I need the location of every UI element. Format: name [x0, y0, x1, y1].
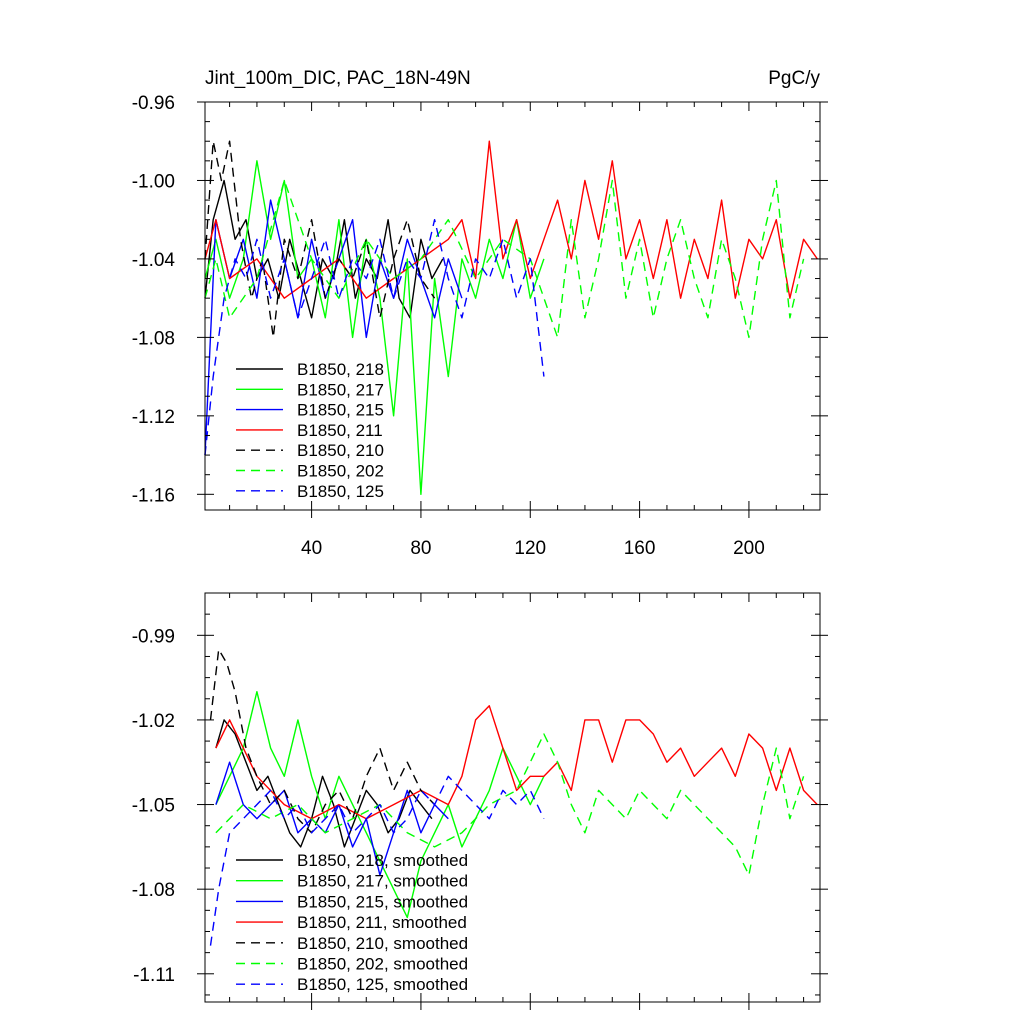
- y-tick-label: -0.96: [132, 93, 175, 114]
- series-line-1: [215, 691, 545, 919]
- panel-bottom: -0.99 -1.02 -1.05 -1.08 -1.11 B1850, 218, sm…: [132, 592, 828, 1010]
- plot-frame: [204, 592, 821, 1003]
- legend-label: B1850, 218: [297, 360, 384, 379]
- x-tick-label: 160: [624, 538, 656, 559]
- panel-top: Jint_100m_DIC, PAC_18N-49N PgC/y 40 80 120…: [132, 68, 828, 559]
- series-line-5: [204, 179, 805, 339]
- legend-label: B1850, 210: [297, 441, 384, 460]
- x-tick-label: 40: [301, 538, 322, 559]
- legend-label: B1850, 210, smoothed: [297, 934, 468, 953]
- legend-label: B1850, 202, smoothed: [297, 955, 468, 974]
- legend-label: B1850, 215, smoothed: [297, 892, 468, 911]
- y-tick-label: -1.08: [132, 328, 175, 349]
- y-tick-label: -1.00: [132, 171, 175, 192]
- legend-label: B1850, 211, smoothed: [297, 913, 467, 932]
- legend-label: B1850, 217, smoothed: [297, 872, 468, 891]
- x-tick-label: 80: [410, 538, 431, 559]
- y-tick-label: -1.16: [132, 485, 175, 506]
- legend-label: B1850, 125, smoothed: [297, 975, 468, 994]
- series-line-0: [204, 179, 444, 319]
- legend-label: B1850, 125: [297, 482, 384, 501]
- chart-title: Jint_100m_DIC, PAC_18N-49N: [205, 68, 471, 89]
- plot-frame: [204, 101, 821, 511]
- legend-label: B1850, 202: [297, 462, 384, 481]
- series-line-3: [204, 140, 818, 299]
- y-tick-label: -1.05: [132, 796, 175, 817]
- legend: B1850, 218, smoothed B1850, 217, smoothed…: [236, 851, 468, 994]
- y-tick-label: -1.08: [132, 880, 175, 901]
- series-line-0: [215, 719, 433, 848]
- series-line-4: [204, 140, 436, 339]
- series-line-6: [209, 775, 545, 946]
- units-label: PgC/y: [768, 68, 820, 89]
- y-tick-label: -0.99: [132, 626, 175, 647]
- legend-label: B1850, 215: [297, 401, 384, 420]
- series-layer: [209, 648, 818, 946]
- y-tick-label: -1.12: [132, 407, 175, 428]
- axes: 40 80 120 160 200 -0.96 -1.00 -1.04 -1.08 -1.12 -1…: [132, 93, 828, 559]
- series-layer: [204, 140, 818, 495]
- series-line-5: [215, 733, 805, 876]
- y-tick-label: -1.04: [132, 250, 176, 271]
- y-tick-label: -1.02: [132, 711, 175, 732]
- series-line-2: [204, 199, 463, 456]
- y-tick-label: -1.11: [133, 965, 175, 986]
- legend-label: B1850, 218, smoothed: [297, 851, 468, 870]
- series-line-2: [215, 761, 449, 876]
- x-tick-label: 120: [514, 538, 546, 559]
- legend-label: B1850, 211: [297, 421, 383, 440]
- legend-label: B1850, 217: [297, 380, 384, 399]
- axes: -0.99 -1.02 -1.05 -1.08 -1.11: [132, 592, 828, 1010]
- x-tick-label: 200: [733, 538, 765, 559]
- series-line-1: [204, 160, 545, 495]
- series-line-3: [215, 705, 818, 820]
- series-line-6: [204, 219, 545, 456]
